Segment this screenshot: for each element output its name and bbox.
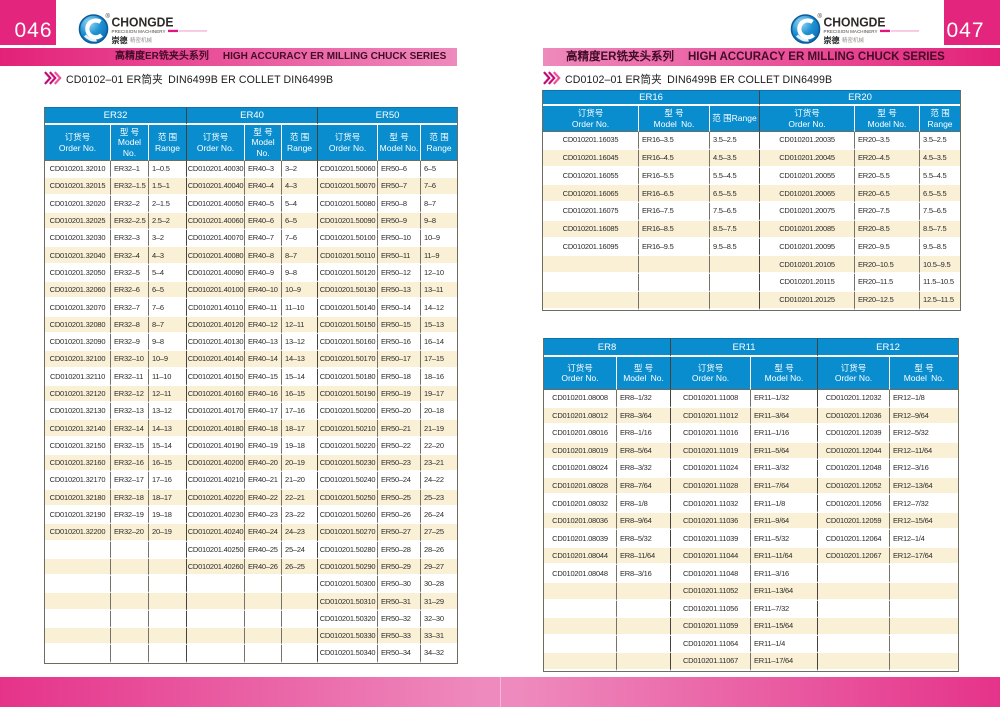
svg-text:精密机械: 精密机械 — [130, 36, 153, 44]
svg-text:崇德: 崇德 — [824, 35, 840, 45]
svg-text:PRECISION MACHINERY: PRECISION MACHINERY — [824, 29, 878, 34]
svg-text:CHONGDE: CHONGDE — [824, 15, 886, 30]
svg-text:CHONGDE: CHONGDE — [112, 15, 174, 30]
svg-text:精密机械: 精密机械 — [842, 36, 865, 44]
svg-text:®: ® — [106, 13, 111, 20]
svg-text:®: ® — [818, 13, 823, 20]
svg-text:崇德: 崇德 — [112, 35, 128, 45]
svg-text:PRECISION MACHINERY: PRECISION MACHINERY — [112, 29, 166, 34]
